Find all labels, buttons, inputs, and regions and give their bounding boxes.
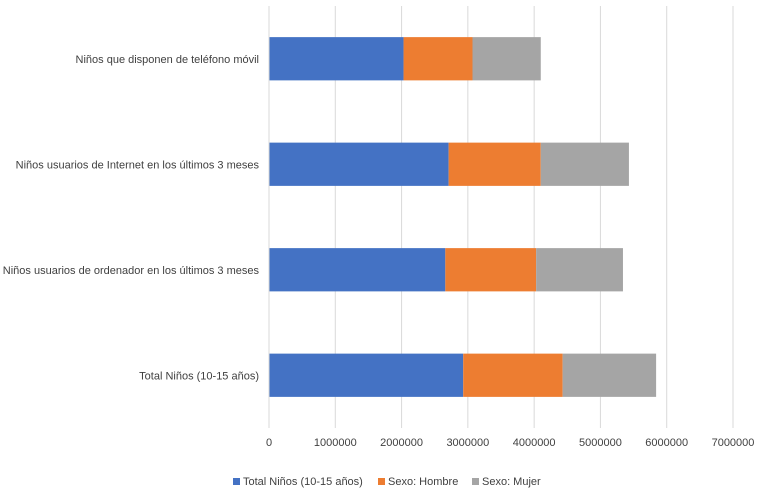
bar-total: [269, 37, 404, 81]
category-label: Niños que disponen de teléfono móvil: [76, 54, 259, 66]
x-tick-label: 5000000: [579, 437, 622, 449]
bar-hombre: [403, 37, 473, 81]
bar-hombre: [463, 353, 563, 397]
x-tick-label: 1000000: [314, 437, 357, 449]
category-labels: Niños que disponen de teléfono móvil Niño…: [3, 54, 260, 383]
bar-total: [269, 353, 464, 397]
bar-mujer: [536, 248, 623, 292]
legend: Total Niños (10-15 años) Sexo: Hombre Sexo…: [233, 476, 541, 488]
bar-hombre: [448, 142, 541, 186]
legend-swatch: [472, 478, 479, 485]
x-tick-label: 2000000: [380, 437, 423, 449]
legend-label: Total Niños (10-15 años): [243, 476, 363, 488]
bar-total: [269, 248, 446, 292]
bar-mujer: [562, 353, 657, 397]
x-tick-label: 6000000: [645, 437, 688, 449]
x-tick-label: 7000000: [712, 437, 755, 449]
legend-swatch: [233, 478, 240, 485]
category-label: Niños usuarios de ordenador en los últim…: [3, 265, 260, 277]
x-tick-label: 4000000: [513, 437, 556, 449]
x-tick-labels: 0 1000000 2000000 3000000 4000000 5000000 6000…: [266, 437, 754, 449]
bar-total: [269, 142, 449, 186]
x-tick-label: 0: [266, 437, 272, 449]
category-label: Niños usuarios de Internet en los último…: [16, 159, 260, 171]
bar-mujer: [540, 142, 629, 186]
bars: [269, 37, 657, 397]
bar-hombre: [445, 248, 537, 292]
category-label: Total Niños (10-15 años): [139, 370, 259, 382]
legend-label: Sexo: Mujer: [482, 476, 541, 488]
legend-swatch: [378, 478, 385, 485]
x-tick-label: 3000000: [446, 437, 489, 449]
legend-label: Sexo: Hombre: [388, 476, 458, 488]
bar-mujer: [472, 37, 541, 81]
